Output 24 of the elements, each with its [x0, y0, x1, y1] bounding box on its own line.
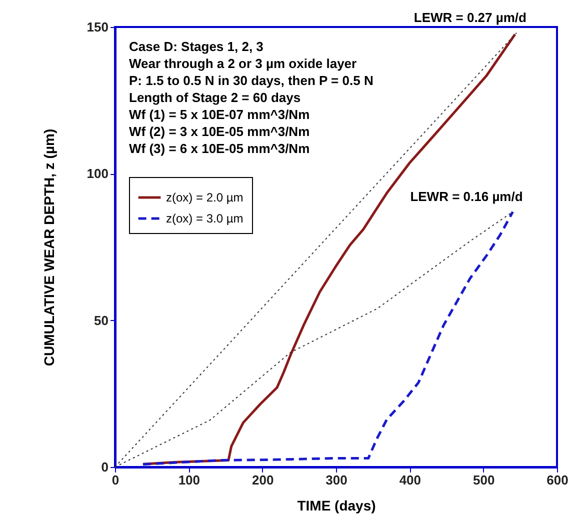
x-tick-label: 0	[112, 472, 120, 488]
x-tick-label: 200	[252, 472, 274, 488]
y-tick-label: 0	[101, 460, 108, 474]
x-tick-label: 600	[546, 472, 568, 488]
x-tick-label: 500	[472, 472, 495, 488]
annotation: Length of Stage 2 = 60 days	[129, 90, 301, 105]
x-tick-label: 300	[326, 472, 348, 488]
x-tick-label: 400	[399, 472, 422, 488]
annotation: Wear through a 2 or 3 µm oxide layer	[129, 56, 357, 71]
annotation: LEWR = 0.16 µm/d	[410, 188, 523, 204]
y-tick-label: 100	[86, 166, 108, 182]
x-tick-label: 100	[178, 472, 200, 488]
annotation: Wf (3) = 6 x 10E-05 mm^3/Nm	[129, 141, 310, 156]
annotation: Case D: Stages 1, 2, 3	[129, 39, 264, 54]
x-axis-title: TIME (days)	[297, 498, 376, 514]
legend-label: z(ox) = 3.0 µm	[166, 212, 244, 226]
y-tick-label: 150	[86, 20, 108, 34]
annotation: Wf (2) = 3 x 10E-05 mm^3/Nm	[129, 124, 310, 139]
annotation: Wf (1) = 5 x 10E-07 mm^3/Nm	[129, 107, 310, 122]
annotation: P: 1.5 to 0.5 N in 30 days, then P = 0.5 N	[129, 73, 374, 88]
annotation: LEWR = 0.27 µm/d	[414, 10, 527, 25]
y-axis-title: CUMULATIVE WEAR DEPTH, z (µm)	[40, 128, 57, 366]
legend-label: z(ox) = 2.0 µm	[166, 190, 244, 204]
y-tick-label: 50	[94, 312, 108, 328]
